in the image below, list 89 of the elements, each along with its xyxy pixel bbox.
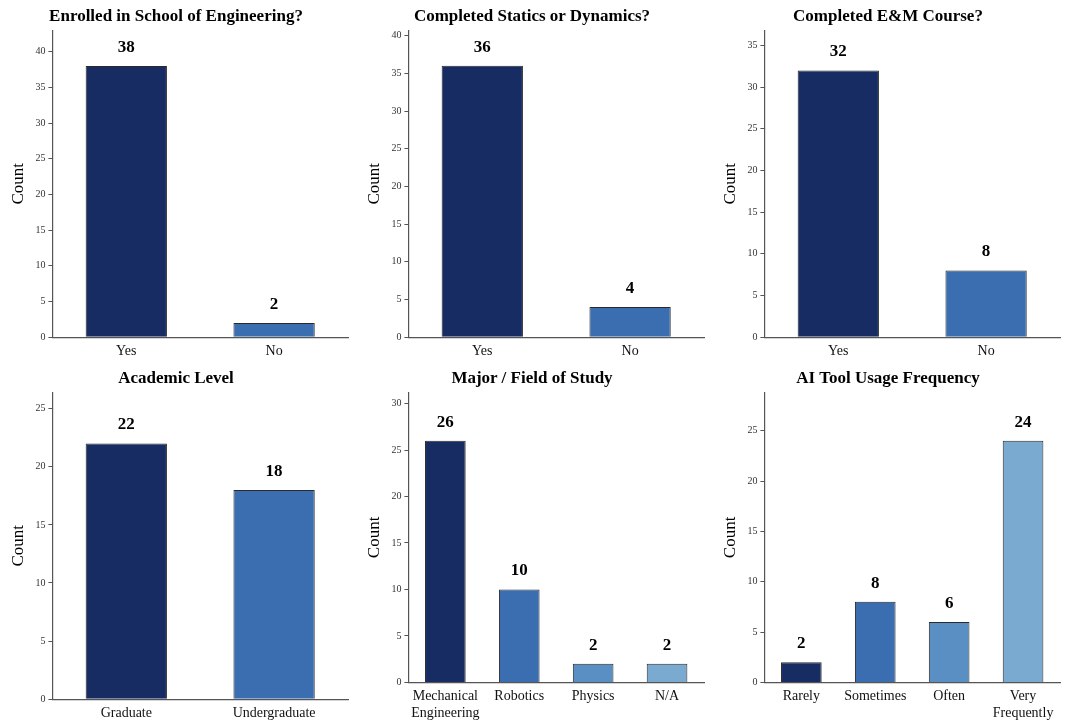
data-label: 4 — [625, 277, 635, 297]
y-tick-label: 15 — [391, 217, 402, 229]
data-label: 10 — [510, 560, 528, 580]
x-tick-label: Often — [933, 688, 966, 704]
chart-title: Enrolled in School of Engineering? — [49, 5, 303, 25]
x-tick-label: No — [265, 343, 283, 359]
y-tick-label: 20 — [391, 180, 402, 192]
y-tick-label: 0 — [396, 676, 402, 688]
data-label: 8 — [981, 241, 991, 261]
y-tick-label: 35 — [35, 81, 46, 93]
data-label: 18 — [265, 460, 283, 480]
y-tick-label: 20 — [391, 490, 402, 502]
x-tick-label: Very Frequently — [992, 688, 1054, 721]
data-label: 22 — [117, 414, 135, 434]
y-tick-label: 30 — [35, 116, 46, 128]
y-tick-label: 5 — [396, 629, 402, 641]
y-tick-label: 10 — [747, 575, 758, 587]
y-tick-label: 5 — [40, 295, 46, 307]
chart-title: Academic Level — [118, 367, 235, 387]
y-axis-title: Count — [7, 524, 27, 567]
x-tick-label: Mechanical Engineering — [411, 688, 480, 721]
y-tick-label: 40 — [391, 29, 402, 41]
x-tick-label: Robotics — [494, 688, 545, 704]
y-tick-label: 20 — [35, 188, 46, 200]
x-tick-label: Undergraduate — [232, 705, 316, 721]
y-tick-label: 10 — [391, 583, 402, 595]
data-label: 6 — [944, 592, 954, 612]
x-tick-label: Physics — [571, 688, 615, 704]
y-tick-label: 15 — [747, 205, 758, 217]
y-axis-title: Count — [363, 516, 383, 559]
data-label: 24 — [1014, 411, 1033, 431]
data-label: 2 — [588, 634, 598, 654]
x-tick-label: Graduate — [100, 705, 152, 721]
y-tick-label: 0 — [40, 692, 46, 704]
y-tick-label: 25 — [747, 424, 758, 436]
y-tick-label: 10 — [747, 247, 758, 259]
y-tick-label: 35 — [391, 66, 402, 78]
y-tick-label: 25 — [391, 142, 402, 154]
y-axis-title: Count — [7, 162, 27, 205]
x-tick-label: Yes — [828, 343, 849, 359]
y-tick-label: 15 — [747, 524, 758, 536]
y-tick-label: 15 — [35, 518, 46, 530]
chart-title: Completed E&M Course? — [793, 5, 983, 25]
y-tick-label: 20 — [747, 474, 758, 486]
y-tick-label: 25 — [391, 443, 402, 455]
x-tick-label: Sometimes — [844, 688, 907, 704]
data-label: 26 — [436, 411, 454, 431]
y-tick-label: 15 — [391, 536, 402, 548]
y-tick-label: 5 — [752, 625, 758, 637]
x-tick-label: N/A — [654, 688, 680, 704]
chart-title: Completed Statics or Dynamics? — [413, 5, 651, 25]
y-tick-label: 30 — [391, 104, 402, 116]
x-tick-label: Rarely — [782, 688, 821, 704]
chart-title: AI Tool Usage Frequency — [796, 367, 981, 387]
data-label: 36 — [473, 36, 491, 56]
y-tick-label: 0 — [752, 330, 758, 342]
data-label: 2 — [797, 633, 806, 653]
y-tick-label: 0 — [752, 676, 758, 688]
y-tick-label: 0 — [40, 330, 46, 342]
chart-title: Major / Field of Study — [451, 367, 614, 387]
x-tick-label: No — [621, 343, 639, 359]
data-label: 2 — [662, 634, 672, 654]
y-tick-label: 5 — [396, 293, 402, 305]
y-tick-label: 20 — [747, 164, 758, 176]
y-tick-label: 25 — [747, 122, 758, 134]
y-tick-label: 5 — [752, 289, 758, 301]
y-tick-label: 40 — [35, 45, 46, 57]
y-tick-label: 10 — [391, 255, 402, 267]
y-tick-label: 30 — [391, 397, 402, 409]
x-tick-label: No — [977, 343, 995, 359]
y-tick-label: 30 — [747, 80, 758, 92]
y-tick-label: 10 — [35, 576, 46, 588]
data-label: 38 — [117, 36, 135, 56]
y-axis-title: Count — [363, 162, 383, 205]
data-label: 32 — [829, 41, 847, 61]
data-label: 8 — [871, 572, 880, 592]
x-tick-label: Yes — [472, 343, 493, 359]
x-tick-label: Yes — [116, 343, 137, 359]
y-tick-label: 0 — [396, 330, 402, 342]
y-axis-title: Count — [719, 516, 739, 559]
y-tick-label: 35 — [747, 39, 758, 51]
y-tick-label: 10 — [35, 259, 46, 271]
y-axis-title: Count — [719, 162, 739, 205]
y-tick-label: 25 — [35, 402, 46, 414]
y-tick-label: 25 — [35, 152, 46, 164]
y-tick-label: 5 — [40, 634, 46, 646]
y-tick-label: 20 — [35, 460, 46, 472]
y-tick-label: 15 — [35, 223, 46, 235]
data-label: 2 — [269, 293, 279, 313]
